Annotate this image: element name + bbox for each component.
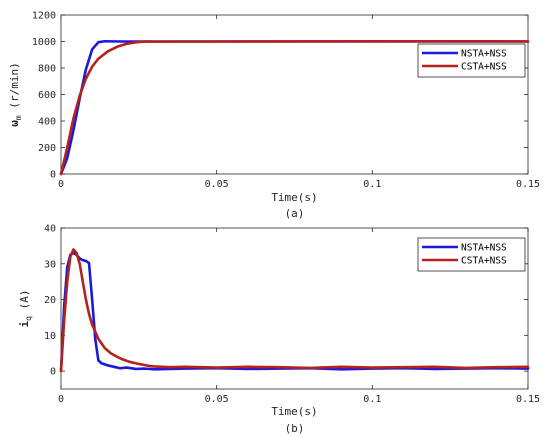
y-tick-label: 200 xyxy=(38,143,56,154)
legend-label: NSTA+NSS xyxy=(461,49,507,60)
y-tick-label: 400 xyxy=(38,117,56,128)
y-axis-label: iq (A) xyxy=(18,290,33,328)
x-tick-label: 0.05 xyxy=(205,179,229,190)
y-tick-label: 0 xyxy=(50,367,56,378)
legend: NSTA+NSS CSTA+NSS xyxy=(417,237,526,272)
series-line-csta-nss xyxy=(59,248,530,373)
plot-frame xyxy=(60,14,529,175)
y-tick-label: 0 xyxy=(50,170,56,181)
legend-box xyxy=(417,43,526,78)
x-tick-label: 0.1 xyxy=(363,394,381,405)
y-tick-label: 600 xyxy=(38,90,56,101)
legend-box xyxy=(417,237,526,272)
y-tick-label: 20 xyxy=(44,295,56,306)
y-tick-label: 10 xyxy=(44,331,56,342)
x-axis-label: Time(s) xyxy=(271,191,317,204)
chart-b: 0 0.05 0.1 0.15 0 10 20 30 40 NSTA+NSS CSTA+NSS Tim… xyxy=(18,224,540,436)
y-tick-label: 30 xyxy=(44,259,56,270)
legend-label: NSTA+NSS xyxy=(461,243,507,254)
x-tick-label: 0.05 xyxy=(205,394,229,405)
y-axis-label: ωm (r/min) xyxy=(8,62,23,126)
y-tick-label: 40 xyxy=(44,224,56,235)
y-tick-label: 1000 xyxy=(32,37,56,48)
series-line-csta-nss xyxy=(59,39,530,176)
x-tick-label: 0.15 xyxy=(516,394,540,405)
subplot-caption: (b) xyxy=(285,422,305,435)
subplot-caption: (a) xyxy=(285,207,305,220)
legend-label: CSTA+NSS xyxy=(461,62,507,73)
x-tick-label: 0 xyxy=(58,394,64,405)
x-tick-label: 0.1 xyxy=(363,179,381,190)
y-tick-label: 800 xyxy=(38,64,56,75)
chart-a: 0 0.05 0.1 0.15 0 200 400 600 800 1000 1200 NSTA+NS… xyxy=(8,11,540,221)
x-tick-label: 0 xyxy=(58,179,64,190)
x-tick-label: 0.15 xyxy=(516,179,540,190)
legend-label: CSTA+NSS xyxy=(461,256,507,267)
x-axis-label: Time(s) xyxy=(271,405,317,418)
legend: NSTA+NSS CSTA+NSS xyxy=(417,43,526,78)
y-tick-label: 1200 xyxy=(32,11,56,22)
